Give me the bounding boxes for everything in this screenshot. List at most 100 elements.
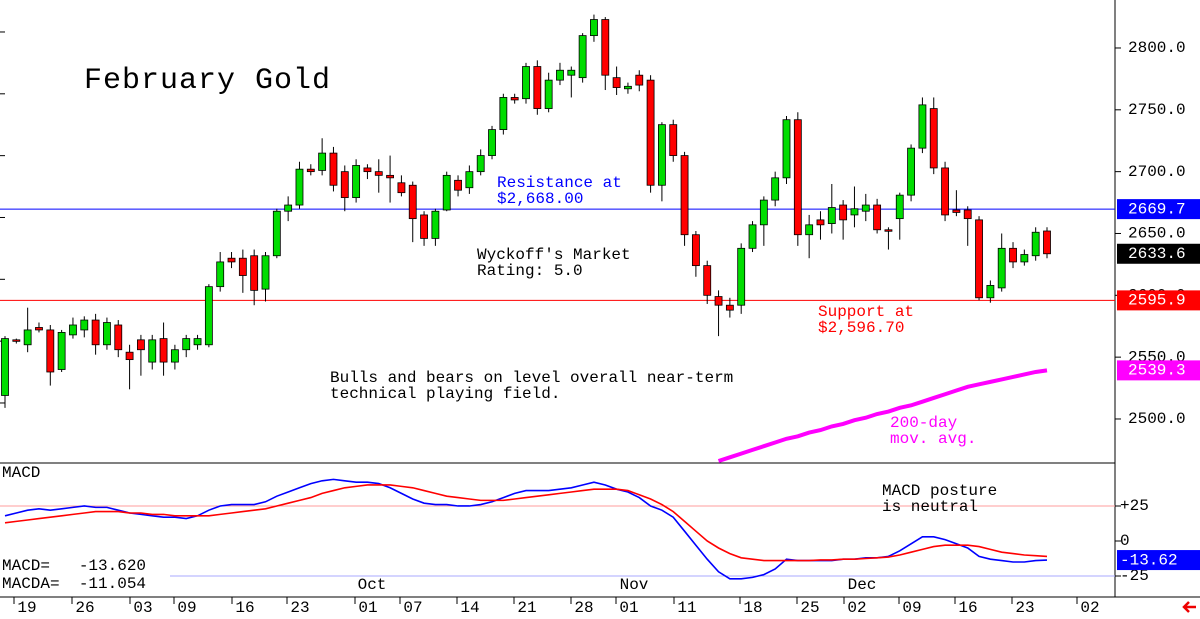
candle-body: [1020, 254, 1029, 263]
candle-body: [816, 219, 825, 226]
x-tick-label: 02: [1080, 599, 1099, 617]
annotation: Resistance at: [497, 174, 622, 192]
candle-body: [975, 219, 983, 299]
price-marker-label: 2539.3: [1128, 362, 1186, 380]
candle: [46, 324, 55, 386]
x-tick-label: 07: [403, 599, 422, 617]
candle-body: [680, 155, 689, 236]
month-label: Dec: [848, 576, 877, 594]
candle: [895, 192, 904, 240]
candle: [997, 233, 1006, 292]
candle: [431, 208, 440, 246]
candle: [352, 159, 361, 203]
price-marker-label: 2633.6: [1128, 245, 1186, 263]
candle-body: [374, 171, 383, 176]
candle-body: [35, 327, 43, 331]
candle-body: [91, 319, 100, 346]
candle: [782, 115, 791, 185]
candle-body: [23, 329, 32, 346]
macd-note: is neutral: [882, 498, 978, 516]
x-tick-label: 11: [677, 599, 696, 617]
candle-body: [771, 177, 780, 201]
candle-body: [159, 338, 168, 363]
candle: [420, 211, 428, 246]
candle-body: [193, 338, 202, 346]
candle-body: [272, 210, 281, 257]
y-tick-label: 2700.0: [1128, 163, 1186, 181]
candle-body: [839, 204, 848, 221]
candle-body: [46, 329, 55, 373]
candle: [737, 243, 746, 314]
candle: [703, 260, 712, 304]
candle: [374, 159, 383, 193]
candle-body: [737, 247, 746, 306]
candle-body: [918, 104, 927, 149]
candle: [533, 60, 542, 115]
x-tick-label: 18: [743, 599, 762, 617]
candle-body: [748, 224, 757, 249]
candle-body: [601, 19, 610, 76]
price-marker-label: 2595.9: [1128, 292, 1186, 310]
y-tick-label: +25: [1120, 497, 1149, 515]
candle-body: [556, 69, 564, 81]
candle: [159, 322, 168, 376]
candle: [522, 62, 530, 104]
candle-body: [408, 184, 417, 220]
candle: [680, 151, 689, 246]
candle-body: [69, 324, 77, 336]
candle: [1, 336, 9, 408]
candle-body: [182, 338, 191, 351]
candle: [91, 313, 100, 355]
candle: [907, 144, 915, 202]
candle-body: [646, 79, 655, 186]
candle-body: [567, 69, 576, 76]
candle-body: [363, 167, 372, 173]
candle: [272, 208, 281, 259]
candle-body: [759, 199, 768, 226]
x-tick-label: 23: [1015, 599, 1034, 617]
candle-body: [624, 85, 632, 90]
candle: [182, 334, 191, 358]
candle-body: [499, 97, 508, 131]
candle-body: [714, 296, 723, 306]
candle: [329, 146, 338, 192]
candle: [204, 284, 213, 348]
x-tick-label: 23: [290, 599, 309, 617]
candle: [170, 344, 179, 370]
macd-marker-box: [1117, 550, 1200, 571]
candle: [261, 252, 270, 302]
candle-body: [997, 247, 1006, 289]
candle-body: [986, 285, 995, 299]
candle-body: [703, 265, 712, 296]
candle: [442, 171, 451, 212]
candle-body: [170, 349, 179, 363]
candle-body: [250, 255, 259, 291]
candle-body: [793, 119, 802, 236]
candle: [125, 344, 134, 390]
candle: [363, 164, 372, 180]
candle: [306, 164, 315, 176]
candle: [465, 165, 474, 194]
readout: MACDA= -11.054: [2, 575, 146, 593]
candle-body: [442, 174, 451, 211]
candle-body: [216, 261, 225, 288]
candle: [986, 280, 995, 303]
candle: [454, 175, 462, 197]
price-marker-label: 2669.7: [1128, 200, 1186, 218]
y-tick-label: 2500.0: [1128, 410, 1186, 428]
candle: [238, 249, 247, 293]
candle: [929, 97, 938, 175]
candle: [963, 206, 972, 246]
scroll-arrow[interactable]: [1182, 601, 1196, 613]
candle: [578, 33, 587, 83]
candle-body: [658, 124, 666, 186]
price-marker-box: [1117, 199, 1200, 220]
candle-body: [907, 147, 915, 196]
x-tick-label: 25: [800, 599, 819, 617]
candle-body: [805, 224, 814, 236]
candle: [612, 66, 621, 95]
candle: [1043, 227, 1051, 259]
candle: [725, 297, 734, 318]
candle-body: [103, 322, 111, 346]
candle-body: [431, 210, 440, 239]
